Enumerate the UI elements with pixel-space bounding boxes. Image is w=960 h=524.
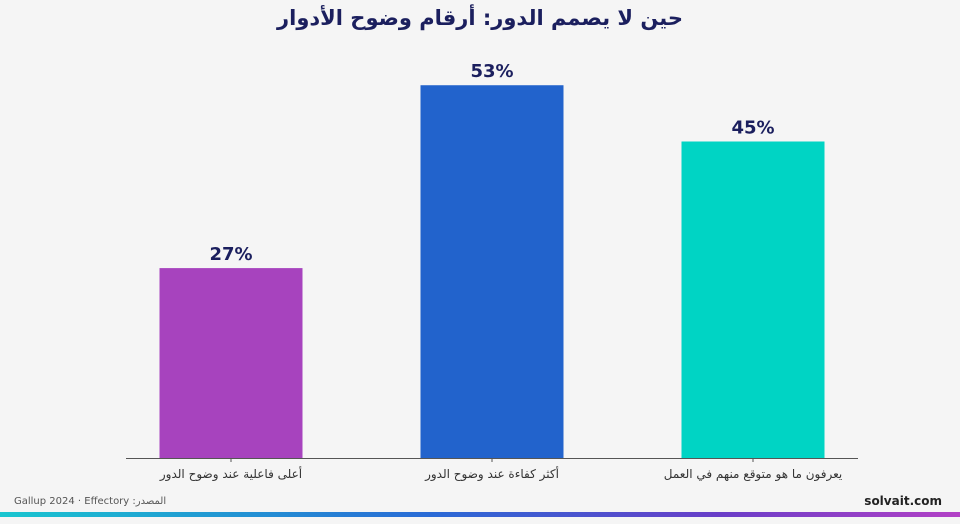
chart-title: حين لا يصمم الدور: أرقام وضوح الأدوار [277,6,683,30]
x-tick-label-2: أكثر كفاءة عند وضوح الدور [424,466,559,482]
bar-value-label-2: 53% [470,61,513,82]
bar-1 [159,268,303,458]
x-tick-label-3: يعرفون ما هو متوقع منهم في العمل [664,467,842,482]
bar-value-label-1: 27% [209,244,252,265]
bar-chart: 27% أعلى فاعلية عند وضوح الدور 53% أكثر كفا… [126,61,858,482]
brand-link[interactable]: solvait.com [864,494,942,508]
bar-2 [420,85,564,458]
source-note: Gallup 2024 · Effectory :المصدر [14,496,167,507]
bar-value-label-3: 45% [731,118,774,139]
x-tick-label-1: أعلى فاعلية عند وضوح الدور [159,466,302,482]
footer-gradient-bar [0,512,960,517]
bar-3 [681,141,825,458]
